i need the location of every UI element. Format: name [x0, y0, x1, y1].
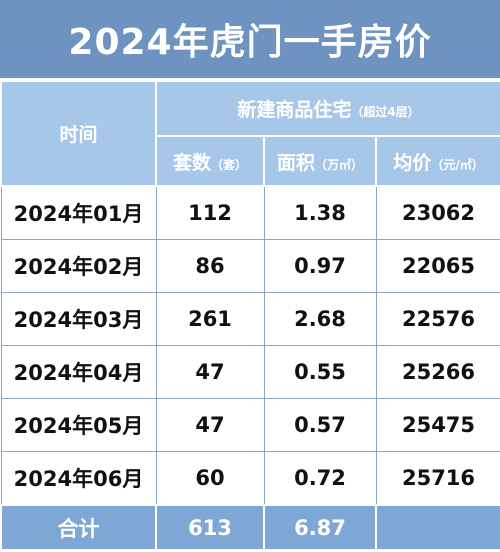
column-unit: （万㎡）	[315, 157, 364, 172]
table-row: 2024年06月 60 0.72 25716	[0, 451, 500, 506]
period-cell: 2024年02月	[0, 239, 157, 293]
value-cell: 22065	[375, 239, 500, 293]
column-name: 面积	[276, 151, 315, 174]
period-header: 时间	[0, 80, 157, 187]
title: 2024年虎门一手房价	[0, 0, 500, 80]
group-note: （超过4层）	[351, 105, 420, 119]
table-header: 时间 新建商品住宅（超过4层） 套数（套） 面积（万㎡） 均价（元/㎡）	[0, 80, 500, 187]
value-cell: 0.57	[263, 398, 377, 452]
value-cell: 25716	[375, 451, 500, 506]
value-cell: 47	[155, 345, 265, 399]
value-cell: 0.72	[263, 451, 377, 506]
value-cell: 261	[155, 292, 265, 346]
value-cell: 1.38	[263, 185, 377, 240]
value-cell: 86	[155, 239, 265, 293]
period-cell: 2024年03月	[0, 292, 157, 346]
column-unit: （元/㎡）	[431, 157, 484, 172]
value-cell: 25266	[375, 345, 500, 399]
value-cell: 0.55	[263, 345, 377, 399]
value-cell: 0.97	[263, 239, 377, 293]
column-header: 面积（万㎡）	[263, 135, 377, 187]
value-cell: 25475	[375, 398, 500, 452]
total-cell: 6.87	[263, 504, 377, 551]
value-cell: 2.68	[263, 292, 377, 346]
column-header: 套数（套）	[155, 135, 265, 187]
value-cell: 112	[155, 185, 265, 240]
group-header: 新建商品住宅（超过4层）	[154, 80, 500, 137]
period-cell: 2024年01月	[0, 185, 157, 240]
group-name: 新建商品住宅	[237, 99, 352, 121]
period-cell: 2024年04月	[0, 345, 157, 399]
table-row: 2024年05月 47 0.57 25475	[0, 398, 500, 452]
value-cell: 23062	[375, 185, 500, 240]
total-label: 合计	[0, 504, 157, 551]
value-cell: 47	[155, 398, 265, 452]
column-unit: （套）	[211, 157, 248, 172]
total-cell: 613	[155, 504, 265, 551]
table-row: 2024年04月 47 0.55 25266	[0, 345, 500, 399]
table-row: 2024年03月 261 2.68 22576	[0, 292, 500, 346]
period-cell: 2024年06月	[0, 451, 157, 506]
table-row: 2024年02月 86 0.97 22065	[0, 239, 500, 293]
price-table: 时间 新建商品住宅（超过4层） 套数（套） 面积（万㎡） 均价（元/㎡） 2024年…	[0, 80, 500, 551]
table-body: 2024年01月 112 1.38 23062 2024年02月 86 0.97 22065 2…	[0, 185, 500, 506]
value-cell: 22576	[375, 292, 500, 346]
column-header: 均价（元/㎡）	[374, 135, 500, 187]
period-cell: 2024年05月	[0, 398, 157, 452]
table-footer: 合计 613 6.87	[0, 504, 500, 551]
table-row: 2024年01月 112 1.38 23062	[0, 185, 500, 240]
column-name: 套数	[172, 151, 211, 174]
total-cell	[374, 504, 500, 551]
value-cell: 60	[155, 451, 265, 506]
column-name: 均价	[393, 151, 432, 174]
